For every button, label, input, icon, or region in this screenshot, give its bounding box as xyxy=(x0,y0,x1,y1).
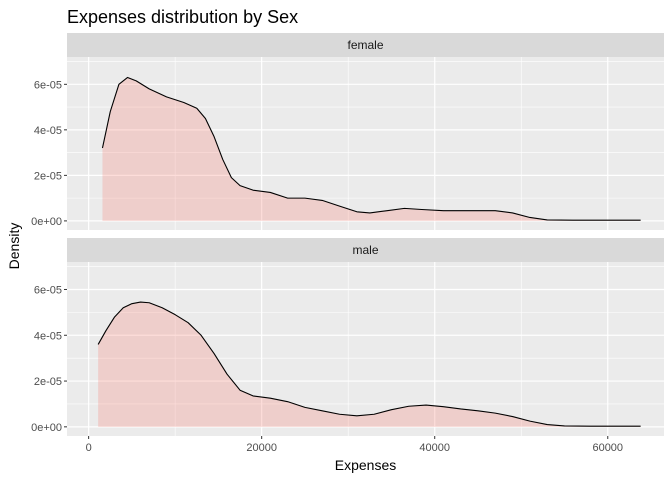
facet-female: female 0e+00 2e-05 4e-05 6e-05 xyxy=(31,33,664,230)
facet-strip xyxy=(67,33,664,57)
density-line xyxy=(101,76,641,221)
facet-strip xyxy=(67,238,664,262)
y-tick-label: 6e-05 xyxy=(34,79,62,91)
density-area xyxy=(102,77,641,221)
density-area xyxy=(98,302,641,427)
y-tick-label: 2e-05 xyxy=(34,170,62,182)
y-axis-title: Density xyxy=(6,223,22,270)
y-tick-label: 2e-05 xyxy=(34,376,62,388)
chart-title: Expenses distribution by Sex xyxy=(67,7,298,27)
panel-background xyxy=(67,57,664,230)
x-tick-label: 20000 xyxy=(246,442,277,454)
density-line xyxy=(97,301,641,427)
facets-layer: female 0e+00 2e-05 4e-05 6e-05 male 0e+00 2e-05… xyxy=(31,33,664,454)
y-tick-label: 6e-05 xyxy=(34,284,62,296)
y-tick-label: 0e+00 xyxy=(31,422,62,434)
x-tick-label: 0 xyxy=(86,442,92,454)
panel-background xyxy=(67,262,664,436)
facet-strip-label: male xyxy=(352,243,378,257)
y-tick-label: 0e+00 xyxy=(31,216,62,228)
x-tick-label: 60000 xyxy=(592,442,623,454)
y-tick-label: 4e-05 xyxy=(34,330,62,342)
x-tick-label: 40000 xyxy=(419,442,450,454)
facet-male: male 0e+00 2e-05 4e-05 6e-05 xyxy=(31,238,664,436)
x-axis-title: Expenses xyxy=(335,457,396,473)
facet-strip-label: female xyxy=(347,38,383,52)
y-tick-label: 4e-05 xyxy=(34,125,62,137)
